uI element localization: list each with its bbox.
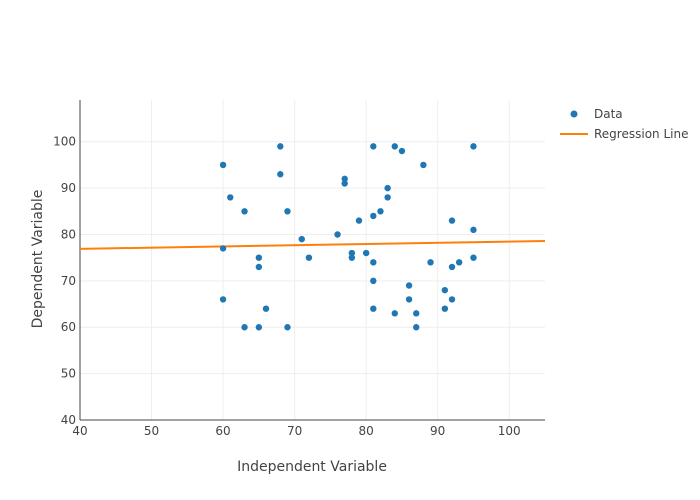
data-point <box>420 161 427 169</box>
axes: 40 50 60 70 80 90 100 40 50 60 70 80 90 100 <box>53 100 545 438</box>
data-point <box>370 143 377 150</box>
data-point <box>384 184 391 192</box>
data-point <box>241 208 248 215</box>
data-point <box>284 324 291 331</box>
data-point <box>355 217 363 224</box>
y-tick-label: 100 <box>53 135 76 149</box>
data-point <box>370 259 377 266</box>
data-point <box>405 282 413 289</box>
y-tick-label: 70 <box>61 274 76 288</box>
data-point <box>298 235 305 243</box>
data-point <box>277 171 284 178</box>
data-point <box>305 254 313 261</box>
data-point <box>255 263 263 271</box>
data-point <box>341 180 348 187</box>
data-point <box>370 212 377 220</box>
legend: Data Regression Line <box>560 107 688 141</box>
data-point <box>391 143 398 150</box>
data-point <box>391 310 398 317</box>
data-point <box>448 263 456 271</box>
data-point <box>448 296 456 303</box>
data-point <box>362 249 370 257</box>
data-point <box>405 296 413 303</box>
x-tick-label: 100 <box>498 424 521 438</box>
legend-label: Regression Line <box>594 127 688 141</box>
y-tick-label: 90 <box>61 181 76 195</box>
grid <box>80 100 545 420</box>
data-point <box>341 175 348 183</box>
data-point <box>448 217 456 224</box>
data-point <box>413 324 420 331</box>
data-point <box>370 305 377 312</box>
legend-marker-data <box>570 110 578 118</box>
data-point <box>348 254 356 261</box>
data-point <box>262 305 270 312</box>
data-point <box>398 147 406 155</box>
data-point <box>413 310 420 317</box>
y-tick-label: 40 <box>61 413 76 427</box>
data-point <box>470 143 477 150</box>
data-point <box>227 194 234 201</box>
x-tick-label: 60 <box>215 424 230 438</box>
y-tick-label: 80 <box>61 227 76 241</box>
y-axis-title: Dependent Variable <box>30 190 46 329</box>
x-tick-label: 70 <box>287 424 302 438</box>
data-point <box>219 161 227 169</box>
y-tick-label: 50 <box>61 367 76 381</box>
y-tick-label: 60 <box>61 320 76 334</box>
data-point <box>377 208 384 215</box>
data-point <box>441 305 449 312</box>
data-point <box>455 259 463 266</box>
data-point <box>348 249 356 257</box>
x-tick-label: 50 <box>144 424 159 438</box>
data-point <box>334 231 341 238</box>
x-tick-label: 90 <box>430 424 445 438</box>
x-tick-label: 80 <box>359 424 374 438</box>
data-point <box>284 208 291 215</box>
data-point <box>277 143 284 150</box>
data-point <box>441 286 449 294</box>
legend-label: Data <box>594 107 623 121</box>
data-point <box>384 194 391 201</box>
regression-line <box>79 239 546 250</box>
data-point <box>255 324 263 331</box>
x-axis-title: Independent Variable <box>237 459 387 475</box>
plot-area <box>79 143 546 331</box>
data-point <box>470 254 477 261</box>
data-point <box>370 277 377 285</box>
data-point <box>255 254 263 261</box>
data-point <box>241 324 248 331</box>
data-point <box>470 226 477 234</box>
data-point <box>219 296 227 303</box>
x-tick-label: 40 <box>72 424 87 438</box>
data-point <box>219 245 227 252</box>
data-point <box>427 259 434 266</box>
